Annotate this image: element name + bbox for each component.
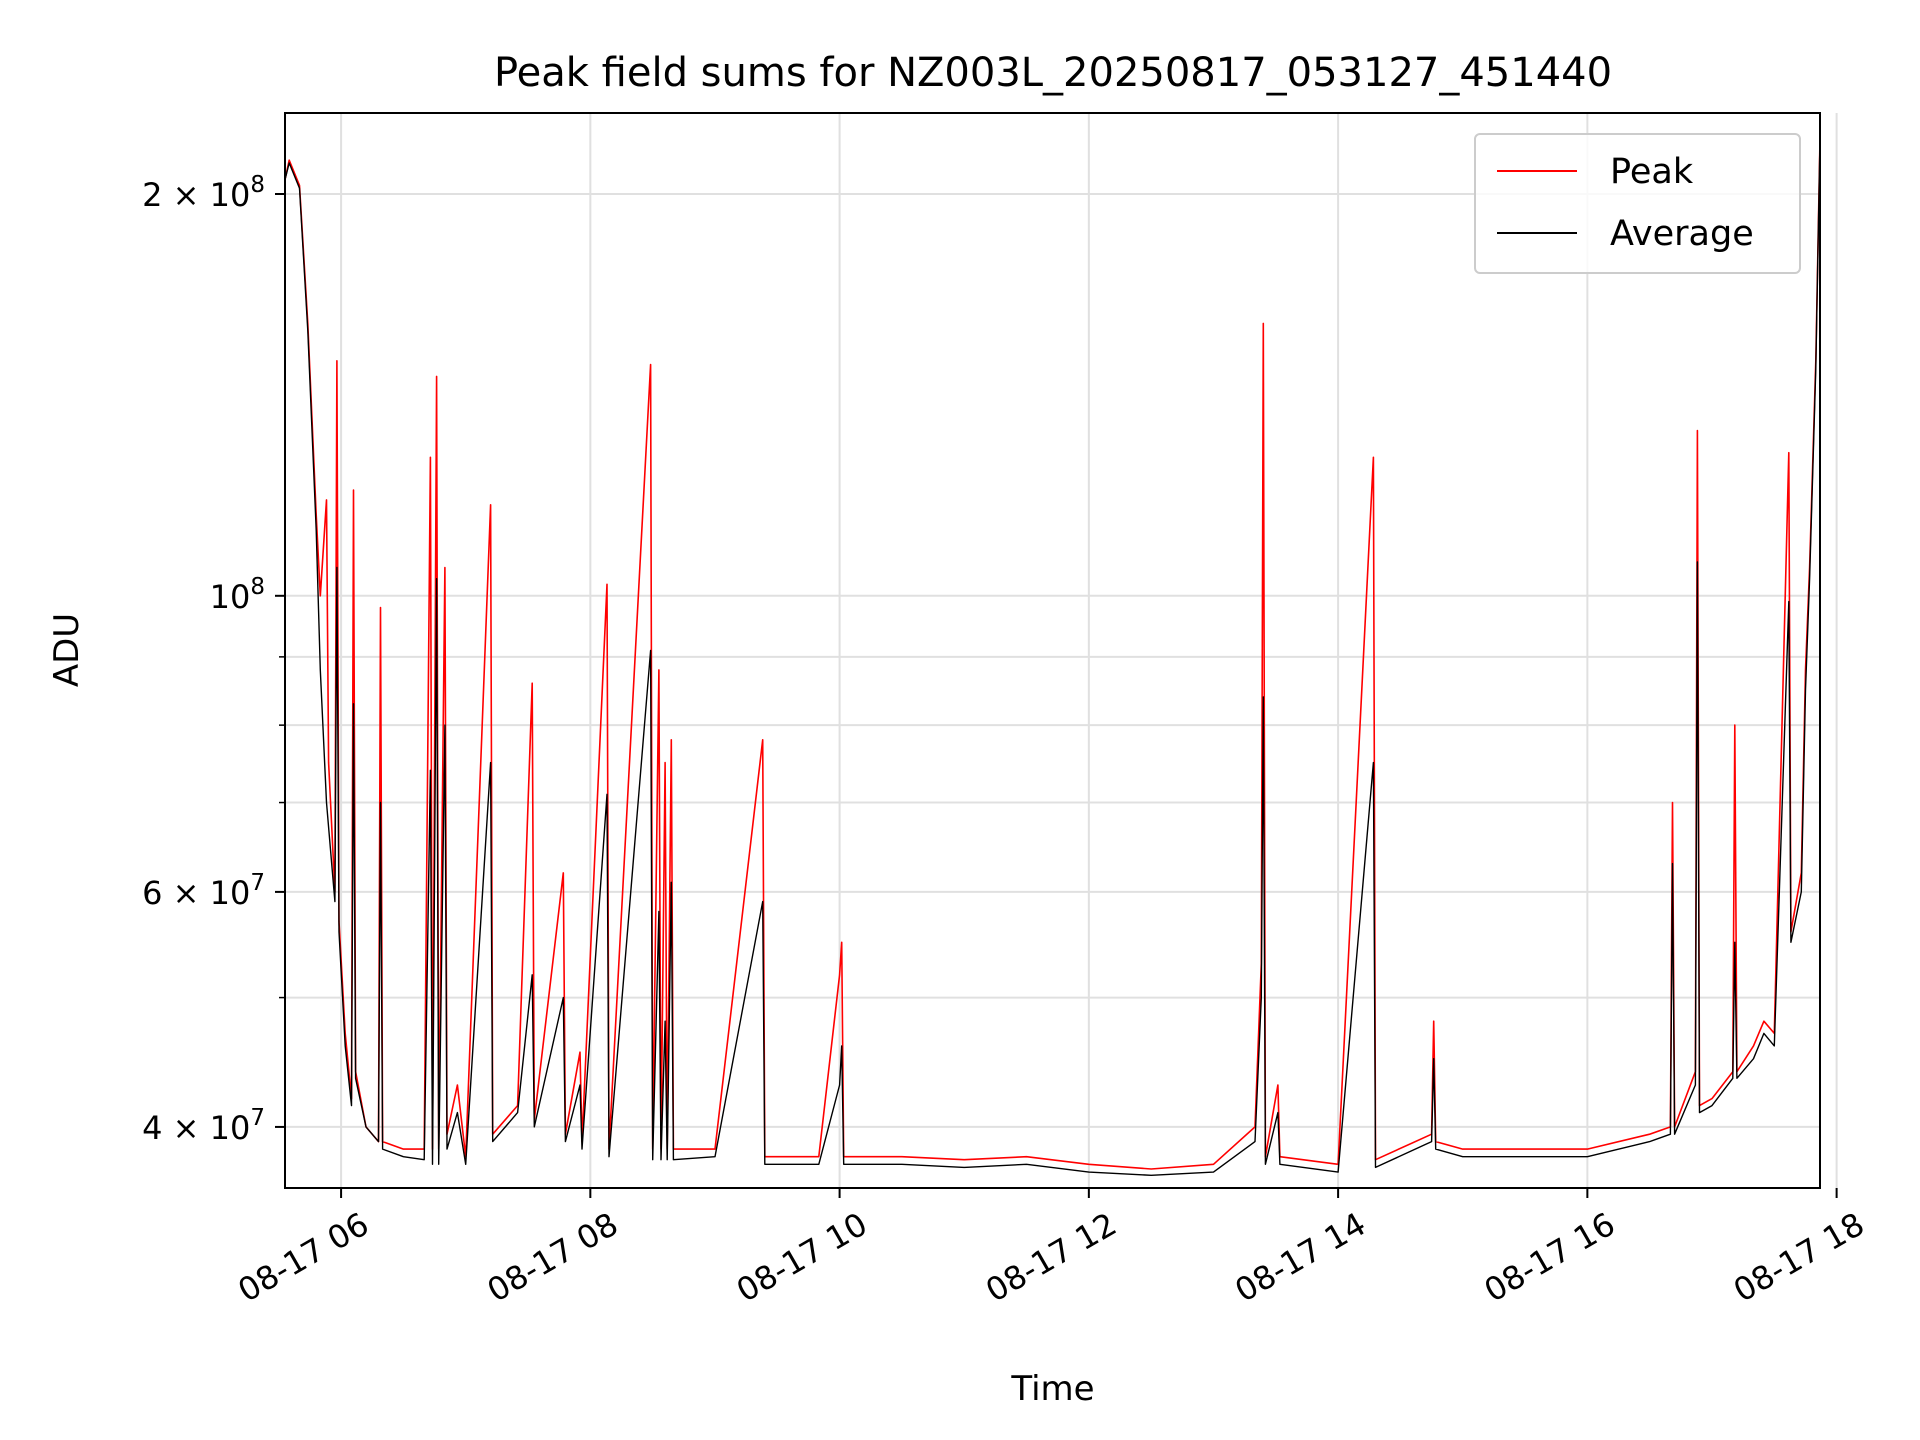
y-tick-label: 6 × 107 (142, 870, 265, 912)
legend: Peak Average (1474, 133, 1801, 274)
y-tick-label: 4 × 107 (142, 1105, 265, 1147)
legend-average-label: Average (1610, 214, 1754, 254)
plot-frame (284, 112, 1821, 1189)
series-line-average (285, 138, 1820, 1176)
y-tick-label: 2 × 108 (142, 172, 265, 214)
x-axis-label: Time (1010, 1369, 1094, 1409)
legend-box (1474, 133, 1801, 274)
y-axis-label: ADU (47, 613, 87, 687)
chart-title: Peak field sums for NZ003L_20250817_0531… (494, 50, 1612, 96)
series-layer (285, 138, 1820, 1176)
legend-peak-label: Peak (1610, 152, 1694, 192)
